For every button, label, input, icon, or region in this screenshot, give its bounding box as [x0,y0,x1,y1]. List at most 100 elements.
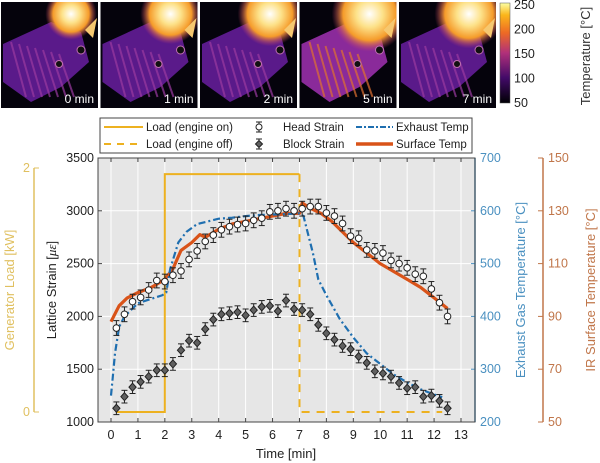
head-strain-point [306,198,315,215]
colorbar-tick-label: 200 [514,23,535,37]
block-strain-point [330,332,339,347]
x-tick-label: 10 [373,428,387,442]
thermal-frame: 7 min [399,2,496,108]
head-strain-point [217,221,226,238]
head-strain-point [298,200,306,217]
thermal-frame: 5 min [299,2,397,108]
head-strain-point [314,198,323,215]
surface-tick-label: 110 [548,257,568,271]
head-strain-point [403,259,411,276]
colorbar-tick-label: 50 [514,96,528,110]
block-strain-point [297,303,307,317]
block-strain-point [402,381,412,396]
head-strain-point [241,215,250,232]
block-strain-point [128,380,137,394]
exhaust-tick-label: 700 [480,151,501,165]
block-strain-point [362,356,372,370]
x-tick-label: 4 [215,428,222,442]
head-strain-point [257,210,266,227]
block-strain-point [176,343,186,358]
legend-label-exhaust: Exhaust Temp [396,122,469,134]
block-strain-point [152,363,162,378]
load-axis-label: Generator Load [kW] [2,230,17,351]
thermal-frame: 0 min [1,2,98,108]
head-strain-point [201,233,210,250]
block-strain-point [410,380,420,394]
block-strain-point [435,394,444,408]
block-strain-point [200,322,210,336]
block-strain-point [346,342,355,356]
x-tick-label: 6 [269,428,276,442]
series-head-strain [112,198,452,336]
block-strain-point [217,307,226,322]
head-strain-point [120,306,129,323]
legend-label-load-on: Load (engine on) [146,122,233,134]
thermal-frame-time-label: 1 min [164,92,193,106]
block-strain-point [136,375,145,389]
head-strain-point [161,273,169,290]
strain-tick-label: 1000 [66,415,94,429]
block-strain-point [354,349,363,364]
legend-label-block-strain: Block Strain [283,139,344,151]
block-strain-point [225,306,234,321]
head-strain-point [395,255,403,272]
head-strain-point [185,251,193,268]
series-load-engine-on [116,173,300,413]
legend-swatch-head-strain [255,121,263,133]
head-strain-point [443,308,452,325]
head-strain-point [152,272,161,289]
thermal-frame-time-label: 5 min [363,92,392,106]
strain-axis-label: Lattice Strain [με] [44,241,59,339]
x-tick-label: 13 [454,428,468,442]
block-strain-point [168,357,178,371]
block-strain-point [386,369,396,384]
load-tick-label: 2 [23,161,30,175]
block-strain-point [265,299,275,313]
block-strain-point [144,369,153,384]
x-tick-label: 0 [108,428,115,442]
head-strain-point [419,268,428,285]
block-strain-point [241,308,250,323]
hot-spot [140,2,198,45]
plot-area [98,158,475,422]
block-strain-point [314,318,323,332]
legend-swatch-block-strain [254,138,264,150]
legend-label-head-strain: Head Strain [283,122,344,134]
legend-label-load-off: Load (engine off) [146,139,233,151]
x-tick-label: 11 [401,428,414,442]
x-tick-label: 3 [188,428,195,442]
head-strain-point [290,202,298,219]
block-strain-point [427,388,436,403]
strain-tick-label: 2500 [66,257,94,271]
head-strain-point [282,200,290,217]
surface-axis-label: IR Surface Temperature [°C] [583,208,598,371]
thermal-frame-time-label: 2 min [264,92,293,106]
x-tick-label: 1 [134,428,141,442]
head-strain-point [177,263,185,279]
hot-spot [434,2,496,49]
block-strain-point [209,312,218,327]
head-strain-point [379,245,387,261]
exhaust-tick-label: 500 [480,257,501,271]
head-strain-point [338,215,347,232]
exhaust-axis-label: Exhaust Gas Temperature [°C] [513,202,528,378]
head-strain-point [128,293,137,310]
x-tick-label: 2 [161,428,168,442]
thermal-frame-time-label: 0 min [65,92,94,106]
block-strain-point [305,307,315,322]
block-strain-point [370,364,380,379]
block-strain-point [249,303,258,317]
hot-spot [237,2,297,47]
block-strain-point [160,363,170,378]
surface-tick-label: 130 [548,204,569,218]
head-strain-point [266,203,274,220]
head-strain-point [346,228,355,245]
x-tick-label: 5 [242,428,249,442]
strain-tick-label: 1500 [66,362,94,376]
block-strain-point [184,333,194,348]
head-strain-point [330,208,339,224]
block-strain-point [281,293,291,308]
legend-box [99,117,473,154]
surface-tick-label: 50 [548,415,562,429]
exhaust-tick-label: 300 [480,362,501,376]
